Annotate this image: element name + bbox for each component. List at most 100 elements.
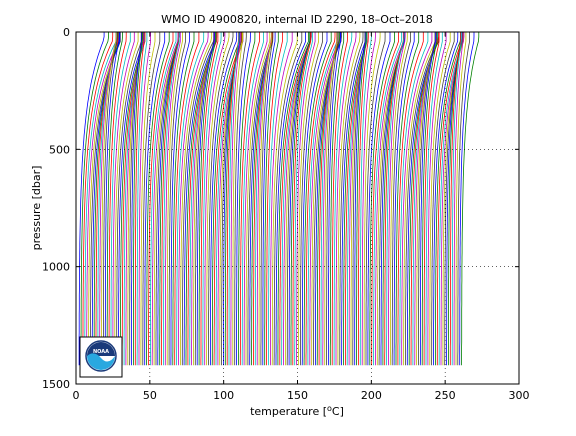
profile-line [224, 32, 240, 366]
profile-line [134, 32, 145, 366]
profile-line [268, 32, 288, 366]
profile-line [140, 32, 156, 366]
profile-line [322, 32, 338, 366]
profile-line [196, 32, 215, 366]
profile-line [427, 32, 447, 366]
profile-line [262, 32, 276, 366]
profile-line [279, 32, 311, 366]
profile-line [264, 32, 279, 366]
profile-line [384, 32, 405, 366]
profile-line [103, 32, 118, 366]
profile-line [90, 32, 121, 366]
profile-line [389, 32, 408, 366]
profile-line [132, 32, 143, 366]
x-tick-label: 300 [509, 389, 530, 402]
profile-line [434, 32, 462, 366]
profile-line [106, 32, 123, 366]
y-tick-label: 1000 [42, 261, 70, 274]
profile-line [357, 32, 369, 366]
profile-line [423, 32, 440, 366]
profile-line [193, 32, 215, 366]
profile-line [110, 32, 131, 366]
profile-line [82, 32, 114, 366]
profile-line [421, 32, 438, 366]
profile-line [442, 32, 464, 366]
profile-lines [78, 32, 480, 366]
profile-line [198, 32, 216, 366]
profile-line [174, 32, 200, 366]
profile-line [194, 32, 215, 366]
x-tick-label: 100 [213, 389, 234, 402]
profile-line [410, 32, 440, 366]
profile-line [333, 32, 353, 366]
profile-line [185, 32, 218, 366]
profile-line [202, 32, 222, 366]
profile-line [245, 32, 271, 366]
profile-line [247, 32, 272, 366]
profile-line [146, 32, 170, 366]
profile-line [236, 32, 251, 366]
profile-line [341, 32, 366, 366]
profile-line [369, 32, 396, 366]
profile-line [200, 32, 219, 366]
profile-line [444, 32, 463, 366]
profile-line [290, 32, 311, 366]
profile-line [386, 32, 405, 366]
profile-line [155, 32, 180, 366]
profile-line [327, 32, 341, 366]
profile-line [449, 32, 461, 366]
profile-line [153, 32, 180, 366]
x-axis-label-degree: o [327, 404, 332, 413]
profile-line [112, 32, 135, 366]
profile-line [448, 32, 461, 366]
profile-line [367, 32, 391, 366]
profile-line [114, 32, 139, 366]
profile-line [401, 32, 433, 366]
profile-line [283, 32, 312, 366]
profile-line [299, 32, 324, 366]
profile-line [352, 32, 366, 366]
profile-line [419, 32, 436, 366]
profile-line [172, 32, 195, 366]
profile-line [258, 32, 273, 366]
profile-line [187, 32, 217, 366]
profile-line [363, 32, 381, 366]
x-tick-label: 200 [361, 389, 382, 402]
profile-line [217, 32, 244, 366]
profile-line [438, 32, 465, 366]
profile-line [429, 32, 451, 366]
profile-line [329, 32, 345, 366]
profile-line [119, 32, 146, 366]
profile-line [388, 32, 406, 366]
logo-wave [87, 353, 115, 370]
profile-line [183, 32, 217, 366]
profile-line [181, 32, 215, 366]
profile-line [243, 32, 268, 366]
profile-line [331, 32, 349, 366]
x-axis-label-suffix: C] [332, 405, 344, 418]
profile-line [376, 32, 405, 366]
profile-line [125, 32, 145, 366]
profile-line [161, 32, 180, 366]
x-tick-label: 0 [73, 389, 80, 402]
profile-line [395, 32, 420, 366]
profile-line [305, 32, 336, 366]
profile-line [91, 32, 121, 366]
profile-line [404, 32, 439, 366]
x-axis-label: temperature [oC] [250, 404, 344, 418]
profile-line [296, 32, 316, 366]
profile-line [254, 32, 273, 366]
profile-line [176, 32, 205, 366]
profile-line [237, 32, 256, 366]
profile-line [206, 32, 230, 366]
profile-line [104, 32, 120, 366]
profile-line [309, 32, 341, 366]
x-tick-label: 50 [143, 389, 157, 402]
profile-line [84, 32, 117, 366]
profile-line [191, 32, 216, 366]
profile-line [446, 32, 462, 366]
profile-line [178, 32, 209, 366]
profile-line [324, 32, 338, 366]
